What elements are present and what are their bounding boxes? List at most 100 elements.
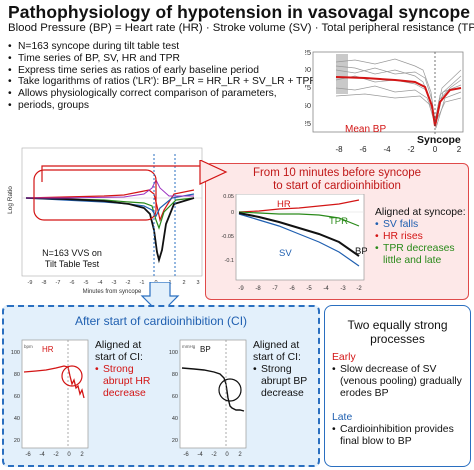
hr-ci-item: Strong abrupt HR decrease (95, 364, 163, 400)
y-axis-label: Log Ratio (7, 186, 14, 214)
bp-chart-label: BP (200, 345, 211, 354)
sv-series-label: SV (279, 248, 292, 259)
hr-unit: bpm (24, 344, 33, 349)
blue-panel-heading: After start of cardioinhibition (CI) (74, 314, 248, 328)
bullet-item: Allows physiologically correct compariso… (8, 88, 336, 100)
page-subtitle: Blood Pressure (BP) = Heart rate (HR) · … (8, 22, 474, 34)
y-tick-label: -0.1 (225, 258, 234, 264)
x-axis-label: Minutes from syncope (83, 289, 142, 295)
bp-chart-frame (179, 339, 247, 449)
hr-ci-findings: Aligned at start of CI: Strong abrupt HR… (95, 340, 163, 400)
x-tick-label: -2 (407, 145, 415, 154)
early-list: Slow decrease of SV (venous pooling) gra… (332, 364, 466, 400)
bp-x-ticks: -6 -4 -2 0 2 (183, 452, 242, 458)
pre-bp-line (238, 212, 360, 257)
bp-series-label: BP (355, 246, 367, 257)
hr-series-line (25, 189, 195, 223)
late-section: Late Cardioinhibition provides final blo… (332, 412, 466, 448)
aligned-syncope-heading: Aligned at syncope: (375, 207, 466, 218)
y-tick-label: 60 (14, 394, 20, 400)
pre-syncope-findings: Aligned at syncope: SV falls HR rises TP… (375, 207, 467, 267)
x-tick-label: -8 (335, 145, 343, 154)
y-tick-label: -0.05 (221, 234, 234, 240)
caption-line-2: Tilt Table Test (45, 259, 100, 269)
mean-bp-label: Mean BP (345, 124, 386, 135)
x-tick-label: -2 (126, 280, 131, 286)
x-tick-label: -4 (39, 452, 45, 458)
x-tick-label: -7 (56, 280, 61, 286)
x-tick-label: -4 (98, 280, 103, 286)
x-tick-label: 0 (433, 145, 438, 154)
pre-sv-line (238, 213, 360, 267)
x-tick-label: 2 (182, 280, 185, 286)
x-tick-label: -6 (359, 145, 367, 154)
x-tick-label: -6 (289, 286, 295, 292)
pre-chart-frame (235, 194, 365, 281)
red-heading-line-1: From 10 minutes before syncope (252, 167, 422, 179)
conclusion-heading: Two equally strong processes (347, 318, 448, 346)
syncope-label: Syncope (417, 134, 461, 146)
late-label: Late (332, 412, 353, 423)
x-tick-label: -5 (84, 280, 89, 286)
early-section: Early Slow decrease of SV (venous poolin… (332, 352, 466, 400)
arrow-path (41, 165, 202, 182)
y-tick-label: 20 (172, 438, 178, 444)
caption-line-1: N=163 VVS on (42, 248, 102, 258)
page-title: Pathophysiology of hypotension in vasova… (8, 2, 471, 22)
bp-ci-chart: mmHg BP 100 80 60 40 20 -6 -4 -2 0 2 (169, 339, 247, 458)
x-tick-label: -8 (42, 280, 47, 286)
hr-finding: HR rises (375, 231, 467, 243)
late-item: Cardioinhibition provides final blow to … (332, 424, 466, 448)
x-tick-label: -2 (356, 286, 362, 292)
y-tick-label: 80 (14, 372, 20, 378)
early-item: Slow decrease of SV (venous pooling) gra… (332, 364, 466, 400)
y-tick-label: 0.05 (223, 194, 234, 200)
pre-x-ticks: -9 -8 -7 -6 -5 -4 -3 -2 (238, 286, 362, 292)
highlight-ellipse-early (33, 169, 157, 221)
hr-series-label: HR (277, 199, 291, 210)
y-tick-label: 100 (169, 350, 178, 356)
hr-ci-list: Strong abrupt HR decrease (95, 364, 163, 400)
log-ratio-frame (21, 147, 203, 277)
x-tick-label: -5 (306, 286, 312, 292)
pre-hr-line (238, 199, 360, 213)
pre-tpr-line (238, 211, 360, 227)
x-tick-label: -1 (140, 280, 145, 286)
bullet-item: Time series of BP, SV, HR and TPR (8, 53, 336, 65)
x-tick-label: 0 (67, 452, 71, 458)
y-tick-label: 80 (172, 372, 178, 378)
sv-finding: SV falls (375, 219, 467, 231)
hr-chart-label: HR (42, 345, 54, 354)
red-panel-heading: From 10 minutes before syncope to start … (205, 167, 469, 193)
bp-unit: mmHg (182, 344, 196, 349)
mean-bp-line (335, 76, 462, 127)
x-tick-label: -9 (28, 280, 33, 286)
bp-ci-findings: Aligned at start of CI: Strong abrupt BP… (253, 340, 317, 400)
pre-syncope-chart: 0.05 0 -0.05 -0.1 -9 -8 -7 -6 -5 -4 -3 -… (221, 194, 367, 292)
arrow-to-red-panel (41, 160, 228, 185)
x-tick-label: -9 (238, 286, 244, 292)
y-tick-label: 60 (172, 394, 178, 400)
top-bp-chart: 125 100 75 50 25 -8 -6 -4 -2 0 2 Mean BP… (305, 48, 464, 154)
tpr-series-label: TPR (329, 216, 348, 227)
top-x-ticks: -8 -6 -4 -2 0 2 (335, 145, 461, 154)
hr-x-ticks: -6 -4 -2 0 2 (25, 452, 84, 458)
bp-ci-list: Strong abrupt BP decrease (253, 364, 317, 400)
top-y-ticks: 125 100 75 50 25 (305, 48, 311, 128)
sv-series-line (25, 193, 195, 218)
late-list: Cardioinhibition provides final blow to … (332, 424, 466, 448)
early-label: Early (332, 352, 356, 363)
x-tick-label: -4 (197, 452, 203, 458)
bp-highlight-circle (218, 378, 242, 402)
extra-series-line (26, 178, 194, 199)
hr-ci-line (23, 365, 85, 399)
x-tick-label: 3 (196, 280, 199, 286)
bp-aligned-heading: Aligned at start of CI: (253, 340, 301, 363)
hr-highlight-circle (61, 365, 83, 387)
x-tick-label: -2 (211, 452, 217, 458)
x-tick-label: -4 (323, 286, 329, 292)
y-tick-label: 75 (305, 83, 311, 92)
hr-aligned-heading: Aligned at start of CI: (95, 340, 143, 363)
x-tick-label: -7 (272, 286, 278, 292)
bullet-item: Take logarithms of ratios ('LR'): BP_LR … (8, 76, 336, 88)
